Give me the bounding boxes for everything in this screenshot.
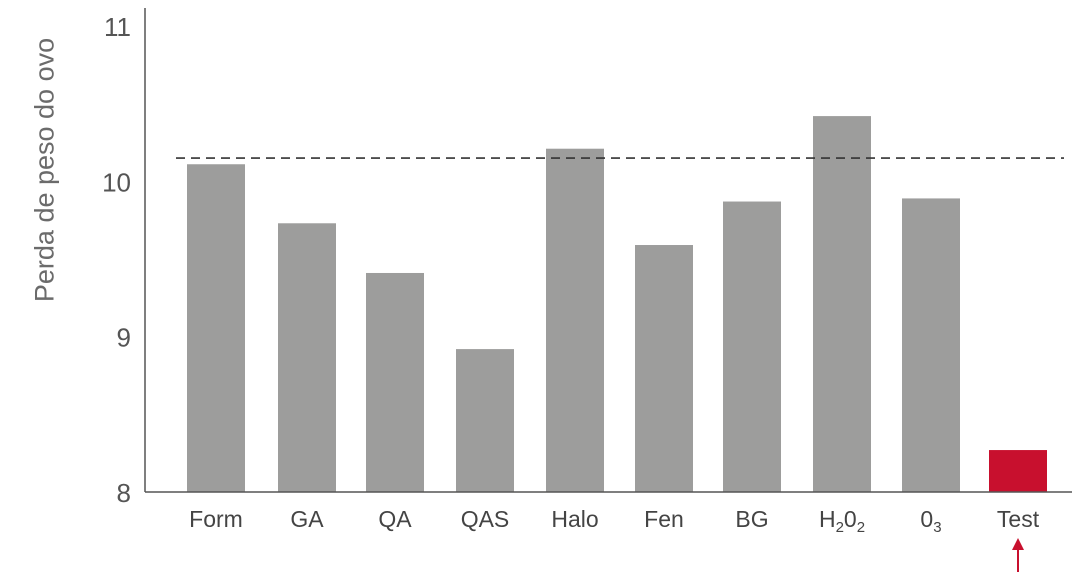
x-tick-label: BG xyxy=(735,506,768,532)
x-tick-label: Test xyxy=(997,506,1040,532)
bar xyxy=(546,148,604,493)
x-tick-label: Halo xyxy=(551,506,598,532)
arrow-head xyxy=(1012,538,1024,550)
y-tick-label: 10 xyxy=(102,167,131,197)
x-tick-label: QAS xyxy=(461,506,510,532)
y-tick-label: 11 xyxy=(104,12,131,42)
x-tick-label: 03 xyxy=(920,506,941,536)
x-tick-labels: Form GA QA QAS Halo Fen BG H202 03 Test xyxy=(189,506,1040,536)
x-tick-label: H202 xyxy=(819,506,865,536)
x-tick-label: Form xyxy=(189,506,243,532)
bar xyxy=(723,201,781,492)
bars xyxy=(187,116,1047,493)
bar xyxy=(278,223,336,493)
y-tick-label: 8 xyxy=(117,478,131,508)
bar xyxy=(456,349,514,492)
y-tick-label: 9 xyxy=(117,323,131,353)
x-tick-label: Fen xyxy=(644,506,684,532)
y-tick-labels: 8 9 10 11 xyxy=(102,12,131,508)
arrow-up-icon xyxy=(1012,538,1024,572)
x-tick-label: GA xyxy=(290,506,324,532)
bar xyxy=(635,245,693,492)
bar xyxy=(902,198,960,493)
bar xyxy=(813,116,871,493)
bar xyxy=(366,272,424,492)
x-tick-label: QA xyxy=(378,506,412,532)
bar xyxy=(187,164,245,492)
bar xyxy=(989,450,1047,492)
